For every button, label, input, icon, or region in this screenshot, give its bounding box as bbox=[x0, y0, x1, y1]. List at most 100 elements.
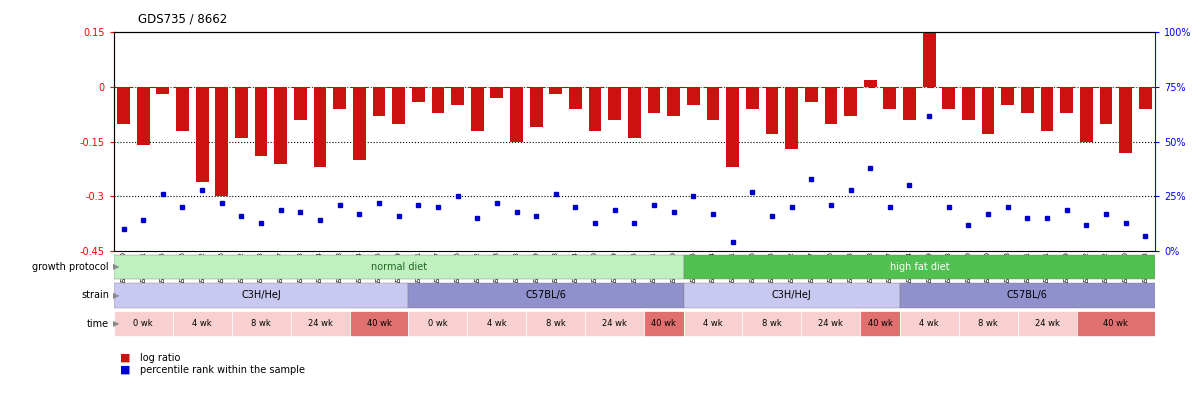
Text: 8 wk: 8 wk bbox=[251, 319, 271, 328]
Text: 24 wk: 24 wk bbox=[819, 319, 844, 328]
Bar bbox=[1017, 311, 1076, 336]
Bar bbox=[255, 87, 267, 156]
Text: 8 wk: 8 wk bbox=[978, 319, 998, 328]
Bar bbox=[648, 87, 661, 113]
Bar bbox=[1138, 87, 1152, 109]
Bar bbox=[864, 80, 876, 87]
Text: ■: ■ bbox=[120, 365, 130, 375]
Text: 40 wk: 40 wk bbox=[868, 319, 893, 328]
Text: 4 wk: 4 wk bbox=[487, 319, 506, 328]
Bar bbox=[196, 87, 208, 182]
Bar bbox=[883, 87, 897, 109]
Text: 40 wk: 40 wk bbox=[1104, 319, 1129, 328]
Bar bbox=[393, 87, 405, 124]
Bar bbox=[589, 87, 602, 131]
Bar bbox=[333, 87, 346, 109]
Text: 0 wk: 0 wk bbox=[133, 319, 153, 328]
Text: GDS735 / 8662: GDS735 / 8662 bbox=[138, 12, 227, 25]
Bar bbox=[294, 87, 306, 120]
Bar bbox=[742, 311, 802, 336]
Bar bbox=[667, 87, 680, 116]
Bar bbox=[923, 32, 936, 87]
Bar bbox=[982, 87, 995, 134]
Bar bbox=[527, 311, 585, 336]
Bar bbox=[608, 87, 621, 120]
Text: ▶: ▶ bbox=[113, 319, 119, 328]
Bar bbox=[510, 87, 523, 142]
Bar bbox=[900, 283, 1155, 308]
Bar bbox=[274, 87, 287, 164]
Bar bbox=[467, 311, 527, 336]
Text: C57BL/6: C57BL/6 bbox=[525, 290, 566, 300]
Bar bbox=[215, 87, 229, 196]
Bar bbox=[785, 87, 798, 149]
Bar bbox=[861, 311, 900, 336]
Bar bbox=[136, 87, 150, 145]
Bar bbox=[412, 87, 425, 102]
Text: growth protocol: growth protocol bbox=[32, 262, 109, 272]
Text: 4 wk: 4 wk bbox=[703, 319, 723, 328]
Bar bbox=[683, 254, 1155, 279]
Text: strain: strain bbox=[81, 290, 109, 300]
Bar bbox=[766, 87, 778, 134]
Bar bbox=[530, 87, 542, 127]
Bar bbox=[470, 87, 484, 131]
Text: 8 wk: 8 wk bbox=[546, 319, 566, 328]
Bar bbox=[942, 87, 955, 109]
Bar bbox=[451, 87, 464, 105]
Bar bbox=[1040, 87, 1053, 131]
Bar bbox=[353, 87, 366, 160]
Bar bbox=[1002, 87, 1014, 105]
Bar bbox=[549, 87, 563, 94]
Bar bbox=[962, 87, 974, 120]
Text: C57BL/6: C57BL/6 bbox=[1007, 290, 1047, 300]
Text: 40 wk: 40 wk bbox=[651, 319, 676, 328]
Text: time: time bbox=[87, 319, 109, 328]
Bar bbox=[844, 87, 857, 116]
Text: C3H/HeJ: C3H/HeJ bbox=[772, 290, 812, 300]
Text: ▶: ▶ bbox=[113, 291, 119, 300]
Bar bbox=[644, 311, 683, 336]
Bar bbox=[683, 311, 742, 336]
Text: 40 wk: 40 wk bbox=[366, 319, 391, 328]
Text: percentile rank within the sample: percentile rank within the sample bbox=[140, 365, 305, 375]
Text: 0 wk: 0 wk bbox=[429, 319, 448, 328]
Bar bbox=[1061, 87, 1073, 113]
Text: high fat diet: high fat diet bbox=[889, 262, 949, 272]
Bar bbox=[706, 87, 719, 120]
Bar bbox=[804, 87, 818, 102]
Bar bbox=[117, 87, 130, 124]
Bar bbox=[491, 87, 503, 98]
Bar bbox=[235, 87, 248, 138]
Text: 24 wk: 24 wk bbox=[602, 319, 627, 328]
Bar bbox=[825, 87, 837, 124]
Bar bbox=[114, 311, 172, 336]
Bar bbox=[176, 87, 189, 131]
Text: ▶: ▶ bbox=[113, 262, 119, 271]
Bar bbox=[569, 87, 582, 109]
Bar bbox=[802, 311, 861, 336]
Bar bbox=[687, 87, 700, 105]
Bar bbox=[408, 283, 683, 308]
Bar bbox=[372, 87, 385, 116]
Bar bbox=[114, 254, 683, 279]
Bar bbox=[291, 311, 350, 336]
Bar bbox=[903, 87, 916, 120]
Bar bbox=[683, 283, 900, 308]
Text: 4 wk: 4 wk bbox=[919, 319, 938, 328]
Bar bbox=[628, 87, 640, 138]
Text: ■: ■ bbox=[120, 353, 130, 362]
Text: normal diet: normal diet bbox=[371, 262, 426, 272]
Bar bbox=[172, 311, 231, 336]
Bar bbox=[746, 87, 759, 109]
Bar bbox=[1119, 87, 1132, 153]
Text: 8 wk: 8 wk bbox=[762, 319, 782, 328]
Bar bbox=[1080, 87, 1093, 142]
Bar bbox=[1021, 87, 1034, 113]
Text: C3H/HeJ: C3H/HeJ bbox=[242, 290, 281, 300]
Bar bbox=[959, 311, 1017, 336]
Bar bbox=[350, 311, 408, 336]
Bar bbox=[314, 87, 327, 167]
Bar bbox=[231, 311, 291, 336]
Bar bbox=[114, 283, 408, 308]
